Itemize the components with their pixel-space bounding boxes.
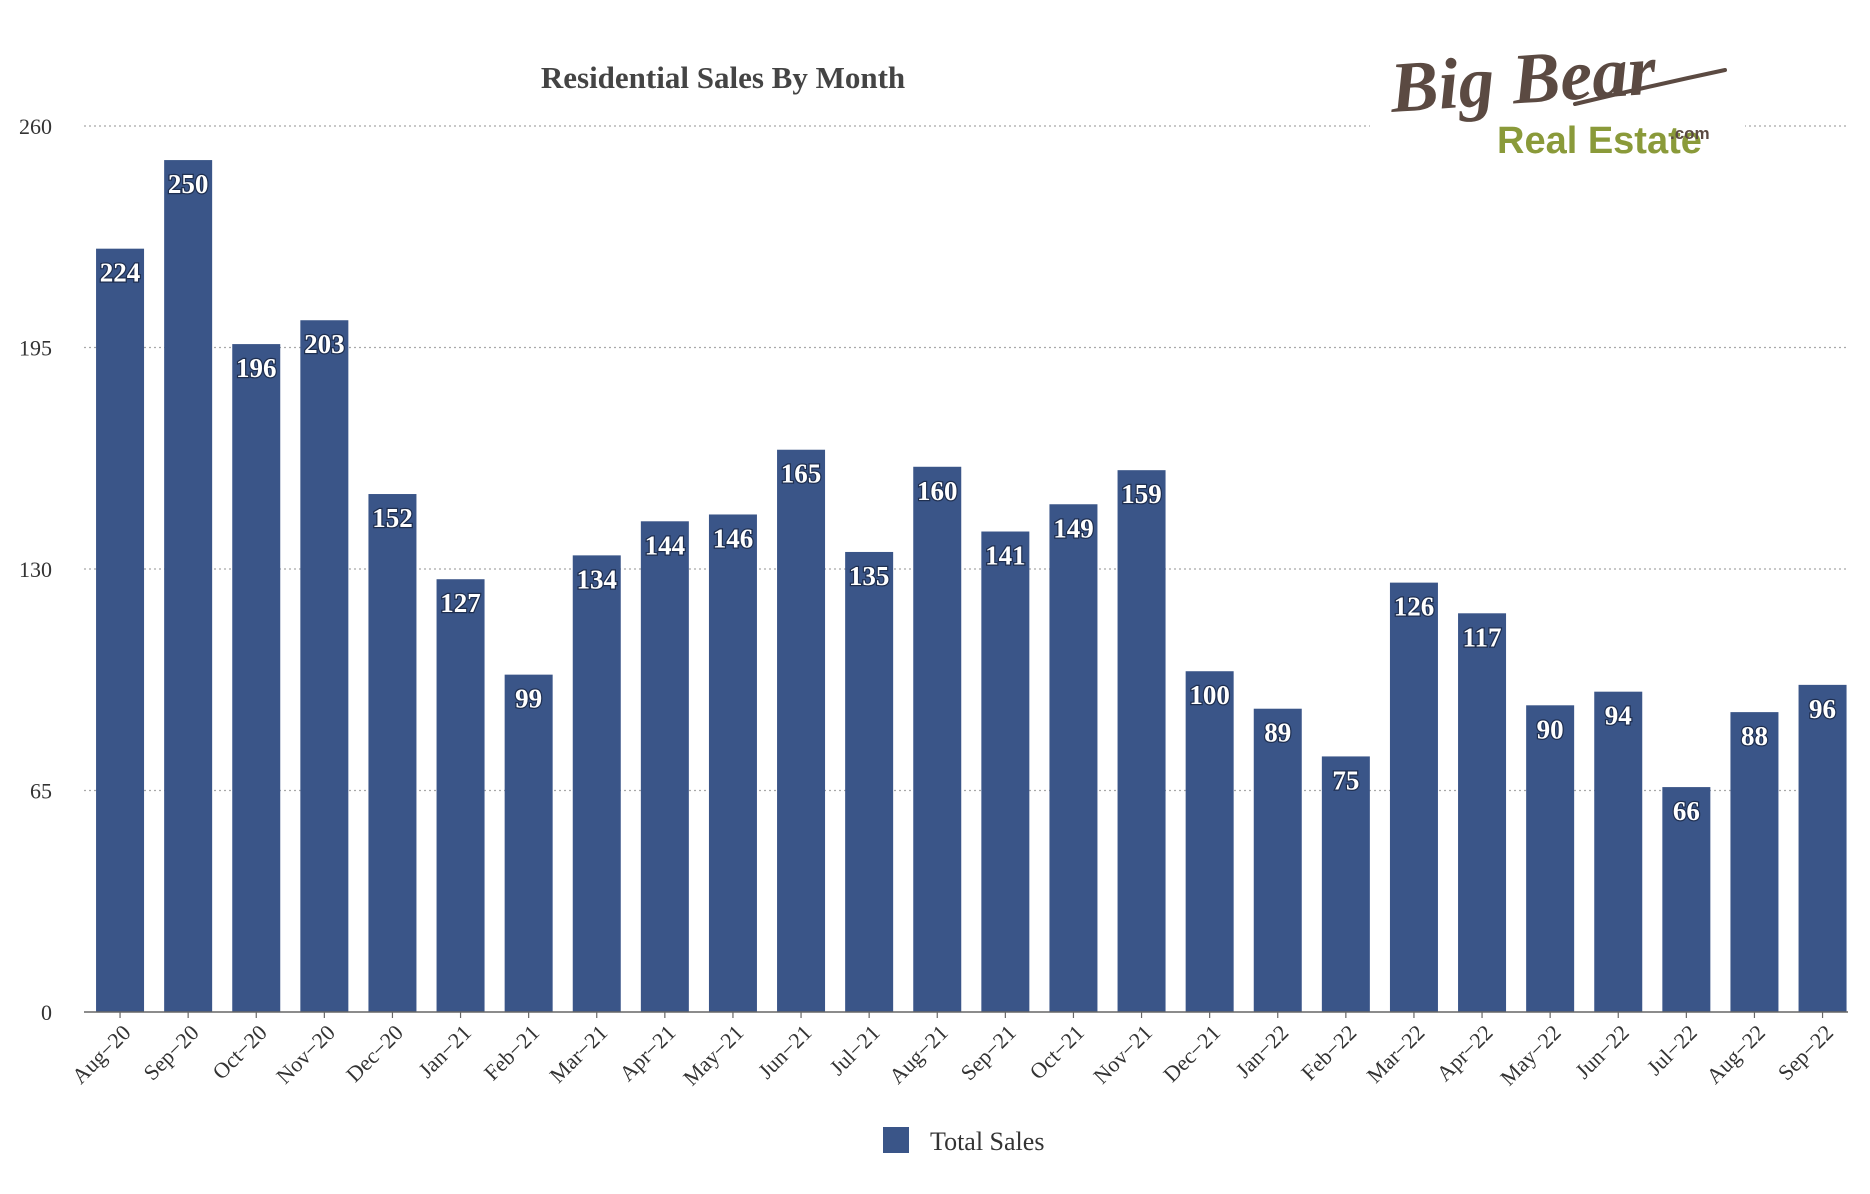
- x-tick-label: Feb−21: [479, 1020, 544, 1085]
- y-tick-label: 130: [19, 557, 52, 582]
- bar-Feb−21: [504, 674, 553, 1012]
- bar-May−21: [708, 514, 757, 1012]
- legend-swatch: [883, 1127, 909, 1153]
- x-tick-label: Jan−21: [413, 1020, 476, 1083]
- bar-Oct−21: [1049, 504, 1098, 1012]
- data-label: 152: [372, 503, 413, 533]
- bar-Jun−22: [1594, 691, 1643, 1012]
- logo-swash: [1573, 68, 1727, 106]
- bar-Mar−21: [572, 555, 621, 1012]
- data-label: 149: [1053, 513, 1094, 543]
- x-tick-label: May−22: [1495, 1020, 1566, 1091]
- bar-May−22: [1526, 705, 1575, 1012]
- y-tick-label: 65: [30, 779, 52, 804]
- logo: Big Bear Real Estate .com: [1370, 30, 1745, 165]
- data-label: 99: [515, 684, 542, 714]
- x-tick-label: Apr−22: [1431, 1020, 1497, 1086]
- bar-Sep−20: [164, 160, 213, 1013]
- x-tick-label: Oct−20: [207, 1020, 271, 1084]
- x-tick-label: Feb−22: [1296, 1020, 1361, 1085]
- x-tick-label: Sep−22: [1773, 1020, 1838, 1085]
- bars: [96, 160, 1847, 1013]
- x-tick-label: Mar−21: [544, 1020, 612, 1088]
- data-label: 196: [236, 353, 277, 383]
- x-tick-label: Mar−22: [1362, 1020, 1430, 1088]
- chart-title: Residential Sales By Month: [541, 60, 905, 95]
- data-label: 203: [304, 329, 345, 359]
- data-label: 165: [781, 459, 822, 489]
- x-tick-label: Nov−21: [1088, 1020, 1157, 1089]
- x-tick-label: Jul−22: [1642, 1020, 1702, 1080]
- x-tick-label: Apr−21: [614, 1020, 680, 1086]
- data-label: 94: [1605, 701, 1632, 731]
- x-tick-label: Jul−21: [825, 1020, 885, 1080]
- bar-Aug−22: [1730, 712, 1779, 1012]
- data-label: 75: [1332, 765, 1359, 795]
- x-tick-label: Dec−20: [341, 1020, 408, 1087]
- x-tick-label: Dec−21: [1158, 1020, 1225, 1087]
- data-label: 126: [1394, 592, 1435, 622]
- x-tick-label: Sep−20: [138, 1020, 203, 1085]
- x-tick-label: Sep−21: [956, 1020, 1021, 1085]
- x-tick-label: Aug−22: [1701, 1020, 1770, 1089]
- y-tick-label: 0: [41, 1000, 52, 1025]
- bar-Apr−21: [640, 521, 689, 1012]
- bar-Jan−22: [1253, 708, 1302, 1012]
- x-tick-label: Nov−20: [271, 1020, 340, 1089]
- bar-Jun−21: [777, 449, 826, 1012]
- data-label: 117: [1463, 622, 1502, 652]
- legend-label: Total Sales: [930, 1127, 1044, 1156]
- bar-Sep−22: [1798, 684, 1847, 1012]
- data-label: 146: [713, 523, 754, 553]
- bar-Nov−20: [300, 320, 349, 1012]
- gridlines: [84, 125, 1848, 792]
- x-axis: Aug−20 Sep−20 Oct−20 Nov−20 Dec−20 Jan−21 Feb−…: [67, 1011, 1848, 1091]
- bar-Aug−20: [96, 248, 145, 1012]
- bar-Jul−22: [1662, 787, 1711, 1012]
- data-label: 66: [1673, 796, 1700, 826]
- logo-suffix: .com: [1670, 124, 1710, 143]
- data-label: 88: [1741, 721, 1768, 751]
- bar-Feb−22: [1321, 756, 1370, 1012]
- data-label: 100: [1189, 680, 1230, 710]
- bar-Dec−21: [1185, 671, 1234, 1012]
- bar-Jan−21: [436, 579, 485, 1012]
- data-label: 134: [577, 564, 618, 594]
- logo-backdrop: [1370, 40, 1745, 165]
- data-label: 224: [100, 258, 141, 288]
- data-label: 135: [849, 561, 890, 591]
- legend: Total Sales: [883, 1127, 1044, 1156]
- bar-Sep−21: [981, 531, 1030, 1012]
- bar-Jul−21: [845, 551, 894, 1012]
- data-label: 90: [1537, 714, 1564, 744]
- y-tick-label: 195: [19, 336, 52, 361]
- x-tick-label: May−21: [678, 1020, 749, 1091]
- data-label: 96: [1809, 694, 1836, 724]
- data-label: 89: [1264, 718, 1291, 748]
- data-label: 159: [1121, 479, 1162, 509]
- bar-Aug−21: [913, 466, 962, 1012]
- data-labels: 224 250 196 203 152 127 99 134 144 146 165 135 160 14…: [99, 168, 1838, 828]
- data-label: 127: [440, 588, 481, 618]
- data-label: 144: [645, 530, 686, 560]
- x-tick-label: Aug−20: [67, 1020, 136, 1089]
- x-tick-label: Aug−21: [884, 1020, 953, 1089]
- x-tick-label: Jun−21: [753, 1020, 817, 1084]
- bar-Nov−21: [1117, 470, 1166, 1013]
- data-label: 141: [985, 541, 1026, 571]
- bar-Oct−20: [232, 344, 281, 1013]
- bar-Mar−22: [1389, 582, 1438, 1012]
- data-label: 250: [168, 169, 209, 199]
- bar-Apr−22: [1458, 613, 1507, 1012]
- logo-line1: Big Bear: [1387, 30, 1660, 129]
- x-tick-label: Jan−22: [1231, 1020, 1294, 1083]
- y-axis: 0 65 130 195 260: [19, 114, 52, 1025]
- x-tick-label: Jun−22: [1570, 1020, 1634, 1084]
- x-tick-label: Oct−21: [1025, 1020, 1089, 1084]
- bar-Dec−20: [368, 494, 417, 1012]
- y-tick-label: 260: [19, 114, 52, 139]
- data-label: 160: [917, 476, 958, 506]
- logo-line2: Real Estate: [1497, 120, 1702, 162]
